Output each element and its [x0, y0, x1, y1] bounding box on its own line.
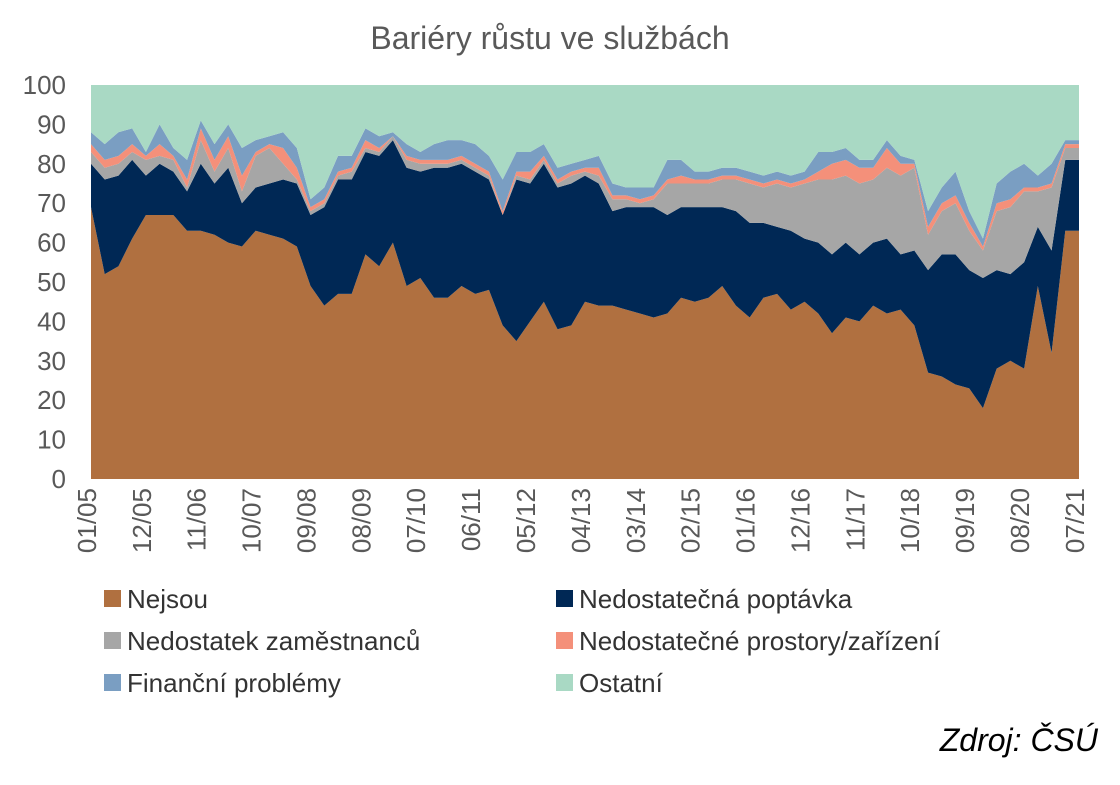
x-tick-label: 01/16	[731, 488, 761, 553]
y-tick-label: 70	[37, 188, 66, 218]
x-tick-label: 12/05	[127, 488, 157, 553]
legend-swatch	[104, 674, 121, 691]
x-tick-label: 10/07	[237, 488, 267, 553]
legend-item: Ostatní	[556, 668, 663, 699]
legend-item: Nedostatečná poptávka	[556, 584, 852, 615]
area-1	[91, 207, 1079, 479]
x-tick-label: 05/12	[511, 488, 541, 553]
y-tick-label: 10	[37, 425, 66, 455]
x-tick-label: 08/20	[1005, 488, 1035, 553]
y-tick-label: 90	[37, 109, 66, 139]
x-tick-label: 06/22	[1115, 488, 1120, 553]
legend-swatch	[104, 632, 121, 649]
x-tick-label: 01/05	[72, 488, 102, 553]
y-tick-label: 100	[23, 70, 66, 100]
x-tick-label: 07/21	[1060, 488, 1090, 553]
legend-item: Nedostatek zaměstnanců	[104, 626, 420, 657]
x-tick-label: 07/10	[401, 488, 431, 553]
x-tick-label: 04/13	[566, 488, 596, 553]
area-series-group	[91, 85, 1079, 479]
x-tick-label: 08/09	[346, 488, 376, 553]
area-6	[91, 85, 1079, 239]
legend-item: Nedostatečné prostory/zařízení	[556, 626, 940, 657]
legend-label: Nedostatek zaměstnanců	[127, 626, 421, 656]
legend-swatch	[104, 590, 121, 607]
y-tick-label: 20	[37, 385, 66, 415]
y-tick-label: 40	[37, 306, 66, 336]
x-tick-label: 09/08	[291, 488, 321, 553]
x-tick-label: 11/17	[840, 488, 870, 551]
x-tick-label: 11/06	[182, 488, 212, 551]
chart-title: Bariéry růstu ve službách	[370, 20, 730, 56]
y-axis: 0 10 20 30 40 50 60 70 80 90 100	[23, 70, 66, 494]
legend-label: Finanční problémy	[127, 668, 341, 698]
y-tick-label: 50	[37, 267, 66, 297]
x-tick-label: 06/11	[456, 488, 486, 551]
legend-swatch	[556, 632, 573, 649]
y-tick-label: 0	[52, 464, 66, 494]
legend-item: Nejsou	[104, 584, 208, 615]
legend-swatch	[556, 674, 573, 691]
legend-item: Finanční problémy	[104, 668, 341, 699]
y-tick-label: 30	[37, 346, 66, 376]
legend-label: Nejsou	[127, 584, 208, 614]
legend-swatch	[556, 590, 573, 607]
y-tick-label: 80	[37, 149, 66, 179]
x-tick-label: 02/15	[676, 488, 706, 553]
x-tick-label: 12/16	[785, 488, 815, 553]
legend-label: Nedostatečné prostory/zařízení	[579, 626, 941, 656]
x-tick-label: 03/14	[621, 488, 651, 553]
x-tick-label: 10/18	[895, 488, 925, 553]
y-tick-label: 60	[37, 228, 66, 258]
source-note: Zdroj: ČSÚ	[939, 722, 1098, 758]
x-tick-label: 09/19	[950, 488, 980, 553]
legend-label: Ostatní	[579, 668, 663, 698]
area-2	[91, 140, 1079, 409]
area-3	[91, 136, 1079, 279]
legend-label: Nedostatečná poptávka	[579, 584, 853, 614]
x-axis: 01/05 12/05 11/06 10/07 09/08 08/09 07/10 06/11…	[72, 488, 1120, 553]
